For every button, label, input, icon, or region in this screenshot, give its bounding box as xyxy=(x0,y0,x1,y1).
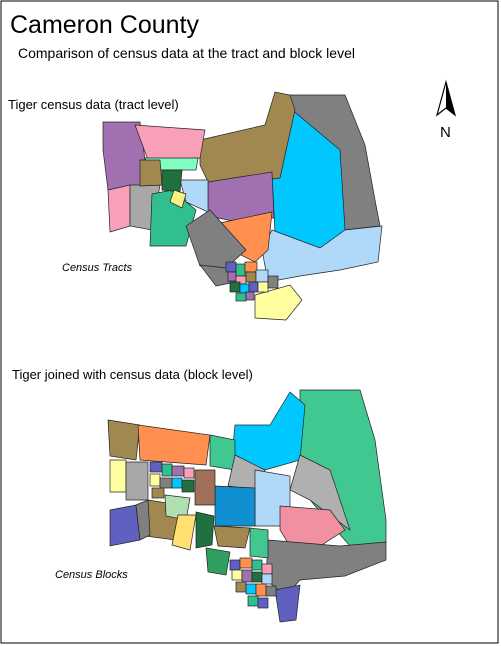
map-heading: Tiger joined with census data (block lev… xyxy=(12,367,253,382)
region xyxy=(254,284,303,321)
region xyxy=(245,291,255,301)
region xyxy=(274,584,301,623)
region xyxy=(149,461,163,473)
region xyxy=(109,504,141,547)
region xyxy=(161,169,183,193)
region xyxy=(209,434,236,471)
region xyxy=(255,269,269,283)
region xyxy=(247,595,259,607)
region xyxy=(265,585,277,597)
region xyxy=(159,477,173,489)
region xyxy=(239,283,250,294)
region xyxy=(214,485,256,527)
region xyxy=(185,209,247,269)
region xyxy=(227,271,237,282)
region xyxy=(229,281,241,293)
region xyxy=(169,189,187,209)
region xyxy=(229,559,241,571)
region xyxy=(199,91,296,187)
region xyxy=(257,597,269,609)
region xyxy=(255,583,267,597)
region xyxy=(195,511,215,549)
region xyxy=(109,459,127,493)
map-label: Census Blocks xyxy=(55,569,128,581)
region xyxy=(139,159,163,187)
region xyxy=(171,477,183,489)
region xyxy=(107,184,131,233)
region xyxy=(171,465,185,477)
region xyxy=(125,461,149,501)
map-label: Census Tracts xyxy=(62,262,133,274)
region xyxy=(231,391,306,471)
tract-map xyxy=(102,91,383,321)
region xyxy=(135,499,151,541)
region xyxy=(245,583,257,595)
region xyxy=(205,547,231,576)
region xyxy=(194,469,216,506)
north-arrow: N xyxy=(435,79,457,141)
region xyxy=(235,581,247,593)
region xyxy=(225,261,237,273)
region xyxy=(245,271,257,283)
region xyxy=(151,487,165,499)
region xyxy=(241,569,253,583)
region xyxy=(251,571,263,583)
block-map xyxy=(107,389,387,623)
region xyxy=(261,225,383,283)
region xyxy=(261,563,273,575)
region xyxy=(134,124,206,161)
region xyxy=(261,573,273,585)
region xyxy=(249,527,269,559)
region xyxy=(235,263,246,277)
region xyxy=(244,261,258,273)
region xyxy=(181,479,195,493)
map-heading: Tiger census data (tract level) xyxy=(8,97,179,112)
title: Cameron County xyxy=(10,11,199,39)
region xyxy=(265,539,387,597)
region xyxy=(231,569,243,581)
region xyxy=(107,419,141,461)
region xyxy=(137,424,211,466)
region xyxy=(251,559,263,571)
region xyxy=(213,525,251,549)
region xyxy=(239,557,253,569)
region xyxy=(257,281,269,293)
region xyxy=(161,463,173,477)
region xyxy=(235,292,247,302)
region xyxy=(267,275,279,289)
region xyxy=(171,514,197,551)
region xyxy=(183,467,195,479)
subtitle: Comparison of census data at the tract a… xyxy=(18,45,355,61)
region xyxy=(248,281,259,293)
region xyxy=(149,473,161,487)
north-label: N xyxy=(440,124,451,141)
